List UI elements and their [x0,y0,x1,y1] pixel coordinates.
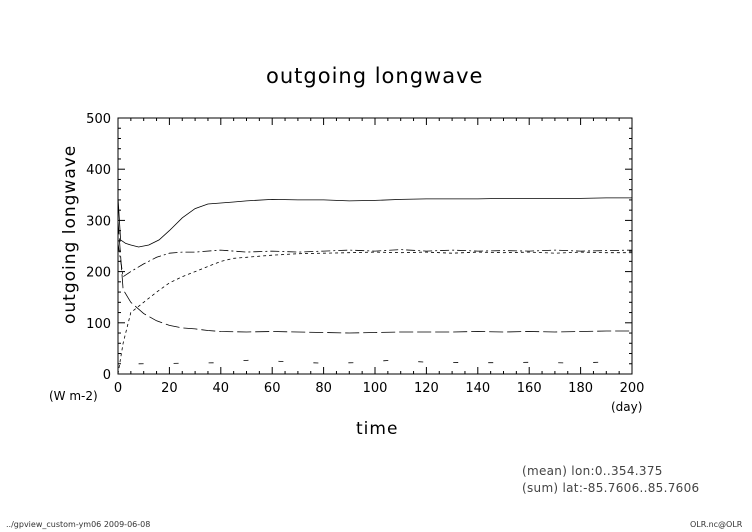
plot-frame [117,117,633,375]
series-layer [117,197,633,375]
y-tick-label: 400 [86,163,111,178]
series-line-2 [117,243,633,278]
series-line-3 [117,251,632,375]
y-tick-label: 0 [103,368,111,383]
x-tick-label: 60 [264,381,281,396]
y-axis-title: outgoing longwave [60,144,80,324]
x-tick-label: 20 [161,381,178,396]
x-axis-title: time [356,419,399,439]
chart-title: outgoing longwave [266,64,484,88]
y-unit-label: (W m-2) [49,389,98,403]
x-tick-label: 180 [568,381,593,396]
script-note: ../gpview_custom-ym06 2009-06-08 [6,520,151,529]
x-tick-label: 0 [114,381,122,396]
y-tick-label: 300 [86,214,111,229]
axis-ticks: 0 20 40 60 80 100 120 140 160 180 200 0 100 200 300 400… [86,112,644,396]
x-tick-label: 80 [315,381,332,396]
mean-info: (mean) lon:0..354.375 [522,464,663,478]
x-unit-label: (day) [611,400,643,414]
sum-info: (sum) lat:-85.7606..85.7606 [522,481,700,495]
y-tick-label: 200 [86,266,111,281]
y-tick-label: 500 [86,112,111,127]
series-line-5 [138,359,612,365]
y-tick-label: 100 [86,317,111,332]
x-tick-label: 140 [465,381,490,396]
x-tick-label: 40 [213,381,230,396]
x-tick-label: 120 [414,381,439,396]
x-tick-label: 160 [517,381,542,396]
x-tick-label: 100 [363,381,388,396]
series-line-1 [117,197,632,248]
x-tick-label: 200 [620,381,645,396]
series-line-4 [117,220,632,334]
variable-note: OLR.nc@OLR [690,520,743,529]
